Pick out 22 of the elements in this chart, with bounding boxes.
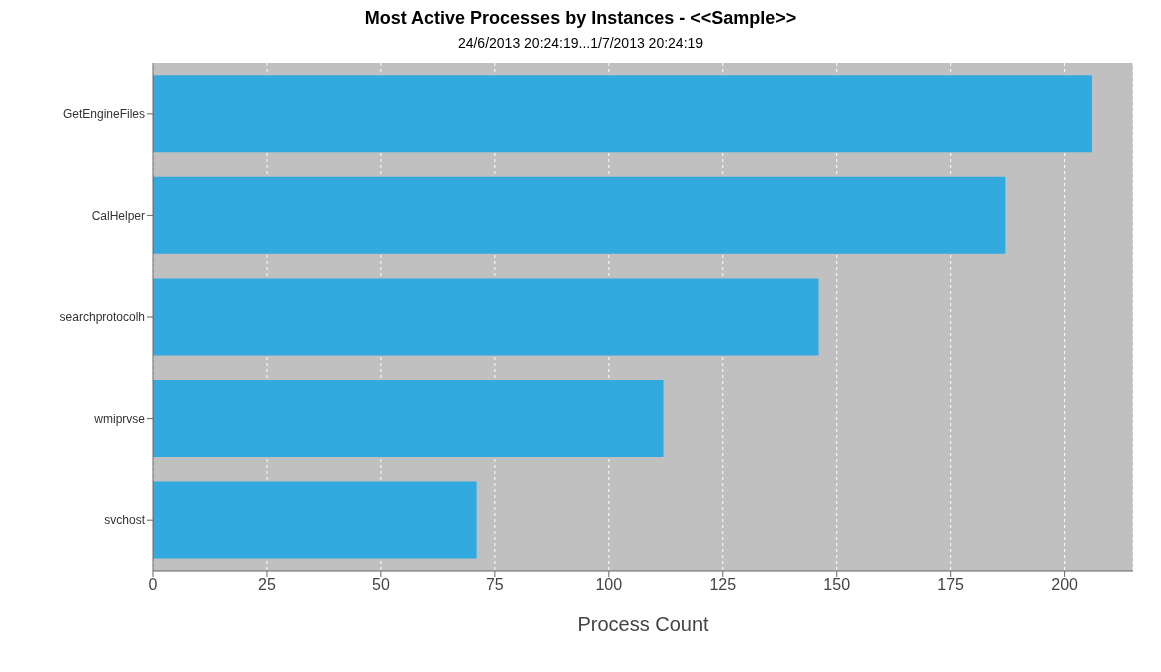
y-tick-label: svchost	[104, 513, 146, 528]
x-tick-label: 175	[937, 576, 965, 594]
chart-title: Most Active Processes by Instances - <<Sample>>	[363, 8, 798, 29]
y-tick-label: wmiprvse	[93, 411, 146, 426]
x-tick-label: 50	[372, 576, 390, 594]
bar	[153, 75, 1092, 153]
bar	[153, 278, 819, 356]
x-tick-label: 150	[823, 576, 851, 594]
x-tick-label: 25	[258, 576, 276, 594]
x-axis-title: Process Count	[577, 613, 710, 635]
bar	[153, 176, 1006, 254]
chart-subtitle: 24/6/2013 20:24:19...1/7/2013 20:24:19	[456, 35, 705, 51]
x-tick-label: 100	[595, 576, 623, 594]
x-tick-label: 0	[148, 576, 158, 594]
y-tick-label: GetEngineFiles	[62, 107, 145, 122]
bar	[153, 379, 664, 457]
x-tick-label: 125	[709, 576, 737, 594]
y-tick-label: searchprotocolh	[59, 310, 145, 325]
x-tick-label: 200	[1051, 576, 1079, 594]
bar	[153, 481, 477, 559]
y-tick-label: CalHelper	[91, 208, 145, 223]
x-tick-label: 75	[485, 576, 504, 594]
